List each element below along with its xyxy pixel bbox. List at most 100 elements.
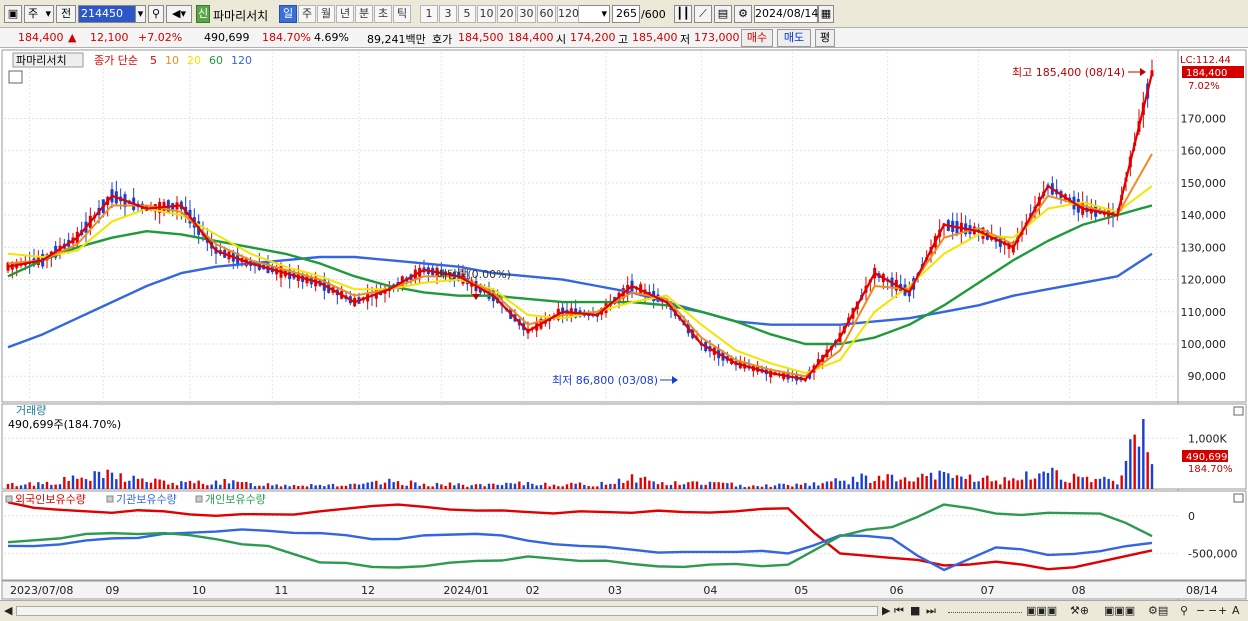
scroll-left-icon[interactable]: ◀: [4, 604, 13, 617]
prev-button[interactable]: 전: [56, 5, 76, 23]
layout-icon[interactable]: ▣▣▣: [1026, 604, 1058, 617]
holdings-line-1: [7, 528, 1153, 572]
period-tab-4[interactable]: 분: [355, 5, 373, 23]
volume-bar: [713, 482, 716, 489]
volume-bar: [518, 481, 521, 489]
x-axis-strip: [1, 580, 1247, 600]
date-input[interactable]: 2024/08/14: [754, 5, 818, 23]
holdings-legend-2: 개인보유수량: [205, 493, 266, 506]
x-tick-label: 08/14: [1186, 584, 1218, 597]
calendar-icon[interactable]: ▦: [818, 5, 834, 23]
settings-icon[interactable]: ⚙▤: [1148, 604, 1169, 617]
volume-bar: [578, 482, 582, 489]
volume-bar: [947, 473, 950, 489]
buy-button[interactable]: 매수: [741, 29, 773, 47]
interval-tab-60[interactable]: 60: [537, 5, 556, 23]
period-tab-2[interactable]: 월: [317, 5, 335, 23]
volume-bar: [708, 481, 712, 489]
stop-icon[interactable]: ■: [910, 604, 921, 617]
volume-bar: [860, 473, 863, 489]
zoom-in-icon[interactable]: −: [1208, 604, 1218, 617]
volume-bar: [652, 481, 655, 489]
count-dropdown[interactable]: ▾: [574, 5, 610, 23]
volume-bar: [1085, 476, 1089, 489]
volume-bar: [695, 481, 699, 489]
period-tab-0[interactable]: 일: [279, 5, 297, 23]
interval-tab-30[interactable]: 30: [517, 5, 536, 23]
volume-bar: [236, 481, 239, 489]
volume-bar: [760, 486, 764, 489]
zoom-slider[interactable]: [948, 607, 1022, 613]
volume-bar: [752, 485, 755, 489]
interval-tab-1[interactable]: 1: [420, 5, 438, 23]
zoom-out-icon[interactable]: −: [1196, 604, 1206, 617]
volume-bar: [1025, 471, 1028, 489]
volume-bar: [587, 486, 590, 489]
horizontal-scrollbar[interactable]: [16, 606, 878, 616]
volume-bar: [470, 485, 473, 489]
interval-tab-3[interactable]: 3: [439, 5, 457, 23]
chevron-down-icon[interactable]: ▾: [136, 5, 146, 23]
volume-bar: [877, 475, 881, 489]
volume-bar: [375, 480, 378, 489]
volume-bar: [570, 482, 573, 489]
volume-bar: [249, 483, 252, 489]
stock-code-input[interactable]: 214450: [78, 5, 136, 23]
period-tab-1[interactable]: 주: [298, 5, 316, 23]
fast-forward-icon[interactable]: ⏭: [926, 604, 936, 617]
save-icon[interactable]: ▤: [714, 5, 732, 23]
draw-tool-icon[interactable]: ⟋: [694, 5, 712, 23]
volume-bar: [106, 469, 109, 489]
price-tick-label: 110,000: [1181, 306, 1227, 319]
volume-bar: [912, 481, 915, 489]
volume-bar: [188, 480, 192, 489]
volume-bar: [24, 484, 27, 489]
period-select[interactable]: 주 ▾: [24, 5, 54, 23]
ma-line-5: [7, 73, 1154, 381]
period-tab-5[interactable]: 초: [374, 5, 392, 23]
x-tick-label: 02: [526, 584, 540, 597]
candle-icon[interactable]: ┃┃: [674, 5, 692, 23]
zoom-icon[interactable]: ⚲: [1180, 604, 1189, 617]
search-icon[interactable]: ⚲: [148, 5, 164, 23]
volume-bar: [444, 485, 447, 489]
plus-icon[interactable]: +: [1218, 604, 1228, 617]
x-tick-label: 06: [890, 584, 904, 597]
volume-bar: [253, 486, 257, 489]
indicator-icon[interactable]: ▣▣▣: [1104, 604, 1136, 617]
gear-icon[interactable]: ⚙: [734, 5, 752, 23]
volume-bar: [167, 484, 170, 489]
stock-name: 파마리서치: [213, 9, 269, 23]
sell-button[interactable]: 매도: [777, 29, 811, 47]
low-label: 저: [680, 33, 691, 46]
volume-bar: [864, 475, 868, 489]
period-tab-6[interactable]: 틱: [393, 5, 411, 23]
interval-tab-20[interactable]: 20: [497, 5, 516, 23]
tools-icon[interactable]: ⚒⊕: [1070, 604, 1090, 617]
x-tick-label: 11: [274, 584, 288, 597]
interval-tab-5[interactable]: 5: [458, 5, 476, 23]
rewind-icon[interactable]: ⏮: [894, 604, 904, 617]
volume-bar: [890, 474, 894, 489]
window-icon[interactable]: ▣: [4, 5, 22, 23]
volume-bar: [58, 484, 62, 489]
volume-bar: [921, 473, 924, 489]
open-label: 시: [556, 33, 567, 46]
count-input[interactable]: 265: [612, 5, 640, 23]
status-bar: ◀ ▶ ⏮ ■ ⏭ ▣▣▣ ⚒⊕ ▣▣▣ ⚙▤ ⚲ − − + A: [0, 600, 1248, 621]
volume-bar: [340, 485, 343, 489]
volume-bar: [1003, 477, 1006, 489]
period-tab-3[interactable]: 년: [336, 5, 354, 23]
volume-bar: [804, 483, 807, 489]
volume-bar: [1072, 473, 1076, 489]
volume-bar: [773, 485, 777, 489]
high-arrow-head: [1140, 68, 1146, 76]
speaker-icon[interactable]: ◀▾: [166, 5, 192, 23]
interval-tab-10[interactable]: 10: [477, 5, 496, 23]
text-tool-icon[interactable]: A: [1232, 604, 1240, 617]
interval-tab-120[interactable]: 120: [557, 5, 579, 23]
volume-bar: [513, 483, 517, 489]
volume-bar: [457, 483, 460, 489]
eval-button[interactable]: 평: [815, 29, 835, 47]
scroll-right-icon[interactable]: ▶: [882, 604, 891, 617]
